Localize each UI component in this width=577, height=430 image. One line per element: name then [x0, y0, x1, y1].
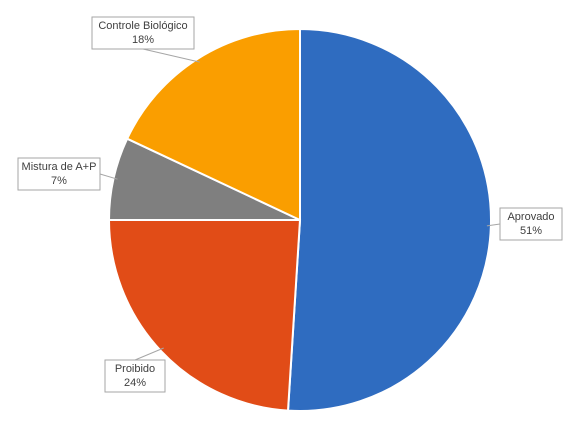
label-box: [499, 207, 563, 241]
category-label: Proibido: [115, 363, 155, 375]
leader-line: [99, 173, 118, 180]
value-label: 51%: [520, 225, 542, 237]
category-label: Mistura de A+P: [22, 161, 97, 173]
leader-line: [134, 347, 164, 361]
leader-line: [142, 48, 200, 63]
value-label: 24%: [124, 377, 146, 389]
label-box: [91, 16, 195, 50]
label-box: [17, 157, 101, 191]
value-label: 18%: [132, 34, 154, 46]
pie-slice: [125, 27, 301, 222]
value-label: 7%: [51, 175, 67, 187]
label-box: [104, 359, 166, 393]
pie-slice: [107, 219, 302, 412]
category-label: Controle Biológico: [98, 20, 187, 32]
category-label: Aprovado: [507, 211, 554, 223]
pie-slice: [286, 27, 492, 412]
leader-line: [486, 223, 501, 227]
